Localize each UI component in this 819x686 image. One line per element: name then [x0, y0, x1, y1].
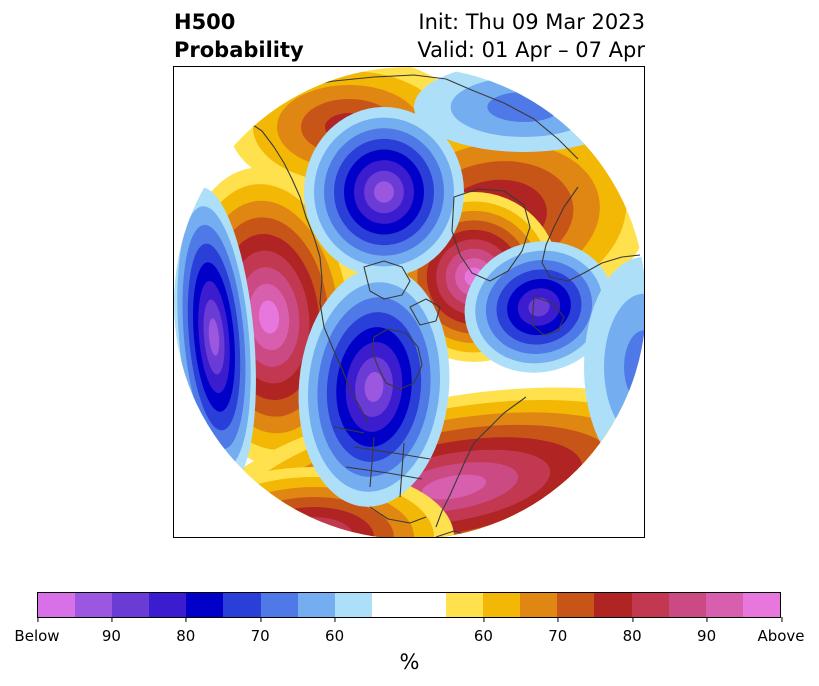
colorbar-segment: [557, 593, 595, 617]
title-variable: H500: [174, 10, 236, 34]
colorbar-tick-label: 80: [176, 617, 195, 645]
map-title: H500 Probability: [174, 8, 304, 64]
colorbar-segment: [297, 593, 335, 617]
colorbar-segment: [112, 593, 150, 617]
colorbar-tick-label: 60: [474, 617, 493, 645]
map-panel: [173, 66, 645, 538]
colorbar-segment: [186, 593, 224, 617]
colorbar-segment: [260, 593, 298, 617]
coastline-siberia: [297, 74, 579, 160]
colorbar-tick-label: 70: [251, 617, 270, 645]
colorbar-segment: [38, 593, 76, 617]
coastline-west-na: [233, 102, 369, 424]
above-normal-south-contour: [294, 527, 334, 537]
map-dates: Init: Thu 09 Mar 2023 Valid: 01 Apr – 07…: [417, 8, 645, 64]
probability-map: [174, 67, 644, 537]
coastline-greenland: [451, 188, 531, 282]
above-normal-west-na-contour: [258, 300, 280, 334]
colorbar-segment: [334, 593, 372, 617]
colorbar-tick-label: 90: [102, 617, 121, 645]
init-date: Init: Thu 09 Mar 2023: [418, 10, 645, 34]
below-normal-pacific-contour: [208, 318, 220, 356]
coastline-arctic-islands: [363, 260, 411, 300]
colorbar-unit-label: %: [399, 650, 420, 674]
below-normal-arctic: [304, 107, 464, 277]
colorbar-segment: [371, 593, 409, 617]
colorbar-segment: [742, 593, 780, 617]
colorbar-tick-label: 60: [325, 617, 344, 645]
colorbar-segment: [520, 593, 558, 617]
title-product: Probability: [174, 38, 304, 62]
colorbar-segment: [668, 593, 706, 617]
probability-field: [174, 67, 644, 537]
colorbar-segment: [594, 593, 632, 617]
colorbar-segment: [149, 593, 187, 617]
colorbar-segment: [75, 593, 113, 617]
colorbar-segment: [631, 593, 669, 617]
below-normal-arctic-contour: [374, 181, 394, 203]
colorbar-tick-label: Above: [757, 617, 805, 645]
below-normal-europe: [464, 241, 614, 373]
colorbar-segment: [408, 593, 447, 617]
coastline-europe: [541, 186, 641, 282]
coastline-east-na: [435, 396, 527, 528]
colorbar: [37, 592, 781, 618]
colorbar-segment: [446, 593, 484, 617]
colorbar-ticks: Below 90 80 70 60 60 70 80 90 Above: [14, 617, 805, 645]
coastlines: [233, 74, 641, 537]
colorbar-segment: [223, 593, 261, 617]
coastline-hudson-bay: [371, 328, 423, 390]
below-normal-canada-contour: [364, 372, 384, 402]
valid-range: Valid: 01 Apr – 07 Apr: [417, 38, 645, 62]
us-borders: [333, 426, 431, 498]
colorbar-tick-label: 90: [697, 617, 716, 645]
below-normal-siberia-contour: [487, 92, 561, 122]
colorbar-tick-label: 80: [623, 617, 642, 645]
colorbar-tick-label: 70: [548, 617, 567, 645]
colorbar-tick-label: Below: [14, 617, 60, 645]
colorbar-segment: [483, 593, 521, 617]
colorbar-segment: [705, 593, 743, 617]
